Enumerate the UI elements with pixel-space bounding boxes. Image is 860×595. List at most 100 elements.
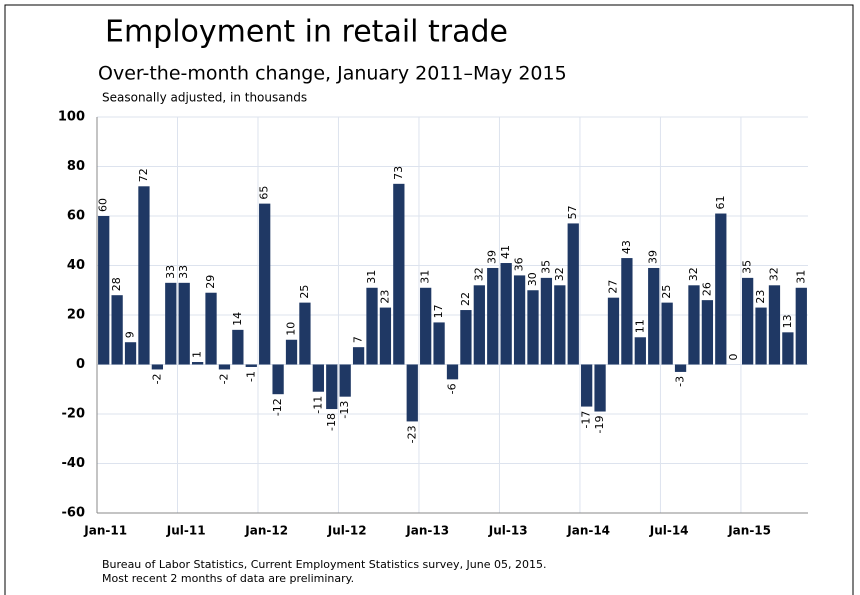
x-tick-label: Jul-12 [327,524,367,538]
bar [594,364,606,412]
bar [782,332,794,365]
bar [433,322,445,365]
bar [674,364,687,372]
x-tick-label: Jan-11 [83,524,127,538]
y-tick-label: 100 [58,110,85,125]
chart-subtitle: Over-the-month change, January 2011–May … [98,63,567,85]
bar [299,302,311,365]
value-label: 32 [767,267,780,281]
bar [648,267,660,365]
bar [661,302,673,365]
value-label: -12 [271,398,284,416]
value-label: -13 [338,401,351,419]
bar [487,267,499,365]
value-label: -3 [674,376,687,387]
y-tick-label: 40 [67,258,85,273]
x-tick-label: Jan-14 [566,524,610,538]
value-label: 39 [486,250,499,264]
bar [205,292,217,365]
bar [607,297,620,365]
value-label: 29 [204,275,217,289]
value-label: 26 [700,282,713,296]
y-tick-label: 20 [67,308,85,323]
bar [621,258,633,365]
value-label: 73 [392,166,405,180]
value-label: 0 [727,354,740,361]
value-label: 13 [781,314,794,328]
value-label: -11 [311,396,324,414]
bar [165,282,177,365]
bar [581,364,593,407]
value-label: 32 [687,267,700,281]
x-tick-label: Jul-13 [488,524,528,538]
bar [138,186,150,365]
y-tick-label: -40 [62,456,86,471]
x-tick-label: Jan-12 [244,524,288,538]
bar [312,364,324,392]
source-line: Most recent 2 months of data are prelimi… [102,572,354,585]
bar [191,362,204,365]
value-label: 39 [647,250,660,264]
value-label: 23 [754,290,767,304]
value-label: 25 [660,285,673,299]
value-label: 31 [419,270,432,284]
bar [151,364,164,370]
value-label: 14 [231,312,244,326]
value-label: 22 [459,292,472,306]
value-label: 10 [285,322,298,336]
bar [741,277,754,365]
bar [527,290,539,365]
value-label: 30 [526,272,539,286]
bar [500,263,512,365]
value-label: 32 [553,267,566,281]
bar [232,329,244,365]
bar [715,213,727,365]
value-label: -19 [593,416,606,434]
bar [406,364,418,422]
y-tick-label: 60 [67,209,85,224]
value-label: 65 [258,186,271,200]
x-tick-label: Jul-14 [649,524,689,538]
bar [326,364,338,410]
bar [688,285,700,365]
value-label: 31 [794,270,807,284]
bar [420,287,432,365]
source-line: Bureau of Labor Statistics, Current Empl… [102,558,547,571]
value-label: 1 [191,351,204,358]
value-label: 33 [164,265,177,279]
bar [393,183,405,365]
bar [339,364,351,397]
x-tick-label: Jan-13 [405,524,449,538]
bar [111,295,123,365]
bar [352,347,365,365]
bar [473,285,485,365]
value-label: 32 [472,267,485,281]
value-label: 28 [110,277,123,291]
value-label: 9 [124,331,137,338]
bar [755,307,767,365]
bar [634,337,646,365]
value-label: 23 [378,290,391,304]
bar [98,216,110,365]
value-label: -17 [580,411,593,429]
value-label: -23 [405,425,418,443]
value-label: 57 [566,205,579,219]
chart-title: Employment in retail trade [105,15,508,50]
bar [460,310,472,365]
bar [768,285,781,365]
value-label: -2 [150,373,163,384]
frame [4,4,854,595]
chart-note: Seasonally adjusted, in thousands [102,91,307,105]
value-label: 43 [620,240,633,254]
bar [285,339,298,365]
bar [540,277,553,365]
value-label: 61 [714,196,727,210]
bar [272,364,284,395]
bar [513,275,526,365]
y-tick-label: 80 [67,159,85,174]
bar [446,364,459,380]
value-label: 36 [513,257,526,271]
value-label: -1 [244,371,257,382]
value-label: -2 [217,373,230,384]
y-tick-label: 0 [76,357,85,372]
